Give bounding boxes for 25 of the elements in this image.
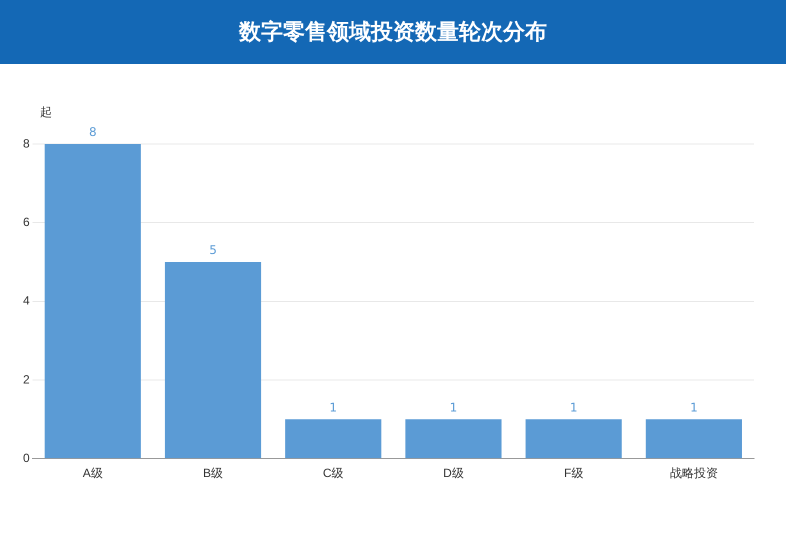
bar (646, 419, 742, 458)
y-tick-label: 2 (22, 372, 30, 386)
y-tick-label: 4 (22, 294, 30, 308)
y-axis-title: 起 (40, 104, 52, 121)
data-label: 1 (570, 400, 578, 414)
data-label: 5 (209, 243, 217, 258)
data-label: 1 (329, 400, 338, 414)
x-tick-label: 战略投资 (670, 466, 718, 480)
x-tick-label: F级 (564, 466, 584, 480)
chart-title: 数字零售领域投资数量轮次分布 (0, 0, 786, 64)
y-tick-label: 8 (22, 136, 30, 150)
x-tick-label: A级 (82, 466, 103, 480)
bar (526, 419, 622, 458)
data-label: 1 (690, 400, 698, 414)
bar (405, 419, 502, 458)
bar (164, 262, 262, 458)
y-tick-label: 6 (22, 214, 30, 229)
x-tick-label: B级 (203, 466, 224, 480)
bar (285, 419, 382, 458)
bar (44, 144, 141, 458)
data-label: 1 (450, 400, 458, 414)
x-tick-label: D级 (443, 466, 464, 480)
data-label: 8 (88, 125, 97, 140)
y-tick-label: 0 (22, 450, 30, 465)
x-tick-label: C级 (322, 466, 344, 480)
